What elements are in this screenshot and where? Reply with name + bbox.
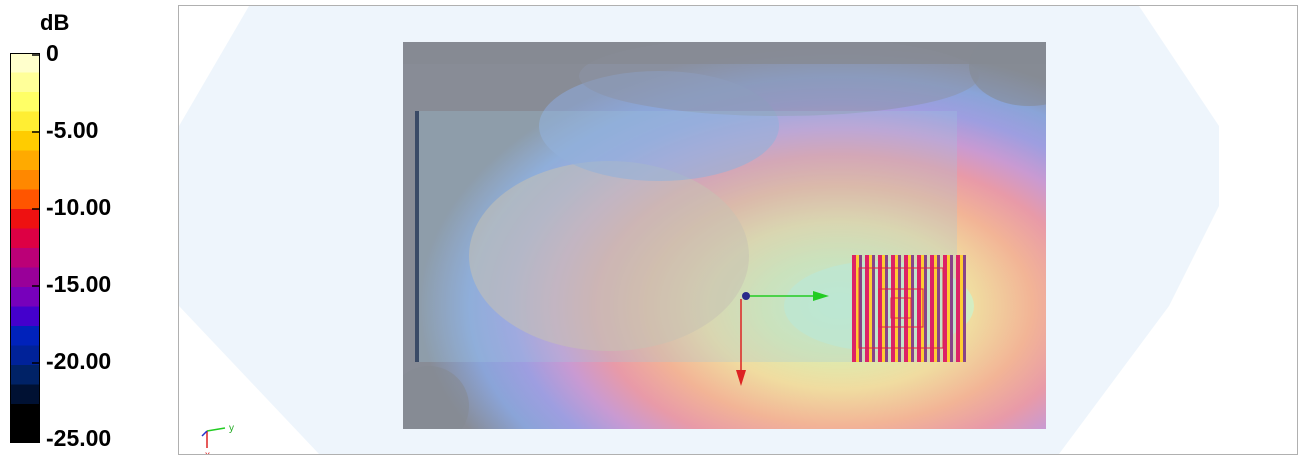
array-element — [852, 255, 856, 362]
array-frame — [878, 288, 924, 328]
array-element — [891, 255, 895, 362]
array-element — [930, 255, 934, 362]
array-element — [947, 255, 950, 362]
colorbar-swatch — [10, 423, 40, 443]
array-element — [963, 255, 966, 362]
array-element — [878, 255, 882, 362]
colorbar-swatch — [10, 189, 40, 210]
array-element — [924, 255, 927, 362]
array-element — [885, 255, 888, 362]
tick-label-0: 0 — [46, 40, 59, 66]
array-element — [895, 255, 898, 362]
legend-unit-label: dB — [40, 10, 70, 35]
array-element — [856, 255, 859, 362]
array-element — [934, 255, 937, 362]
array-element — [908, 255, 911, 362]
array-element — [937, 255, 940, 362]
array-element — [882, 255, 885, 362]
origin-marker[interactable] — [742, 292, 750, 300]
3d-viewport[interactable]: y x — [178, 5, 1298, 455]
heatmap-scene[interactable]: y x — [179, 6, 1297, 454]
array-element — [960, 255, 963, 362]
colorbar-swatch — [10, 72, 40, 93]
array-frame — [858, 267, 944, 349]
colorbar-swatch — [10, 92, 40, 112]
colorbar-swatch — [10, 228, 40, 249]
colorbar-swatch — [10, 267, 40, 288]
colorbar-swatch — [10, 287, 40, 307]
colorbar-swatch — [10, 326, 40, 346]
array-element — [865, 255, 869, 362]
colorbar-swatch — [10, 365, 40, 385]
field-plane — [403, 42, 1046, 429]
tick-label-2: -10.00 — [46, 194, 112, 220]
array-element — [872, 255, 875, 362]
colorbar-swatch — [10, 248, 40, 268]
tick-label-4: -20.00 — [46, 348, 112, 374]
colorbar-swatch — [10, 345, 40, 366]
triad-x-label: x — [205, 450, 210, 454]
colorbar-legend: dB 0 -5.00 -10.00 -15.00 -20.00 -25.00 — [0, 0, 170, 454]
colorbar-border — [10, 53, 40, 443]
triad-y-label: y — [229, 423, 234, 434]
colorbar-swatch — [10, 170, 40, 190]
tick-label-3: -15.00 — [46, 271, 112, 297]
colorbar — [10, 53, 40, 443]
colorbar-swatch — [10, 53, 40, 73]
array-element — [950, 255, 953, 362]
tick-label-1: -5.00 — [46, 117, 99, 143]
array-element — [917, 255, 921, 362]
tick-label-5: -25.00 — [46, 425, 112, 451]
array-element — [911, 255, 914, 362]
local-axes — [736, 291, 829, 386]
antenna-array[interactable] — [852, 255, 966, 362]
colorbar-swatch — [10, 404, 40, 424]
array-element — [898, 255, 901, 362]
wall-line — [415, 111, 419, 362]
colorbar-swatch — [10, 111, 40, 132]
array-element — [904, 255, 908, 362]
axis-triad: y x — [201, 423, 234, 454]
colorbar-swatch — [10, 150, 40, 171]
array-element — [869, 255, 872, 362]
colorbar-swatch — [10, 209, 40, 229]
colorbar-swatch — [10, 131, 40, 151]
array-element — [859, 255, 862, 362]
array-element — [956, 255, 960, 362]
colorbar-swatch — [10, 306, 40, 327]
colorbar-swatch — [10, 384, 40, 405]
array-element — [943, 255, 947, 362]
array-frame — [890, 297, 912, 319]
